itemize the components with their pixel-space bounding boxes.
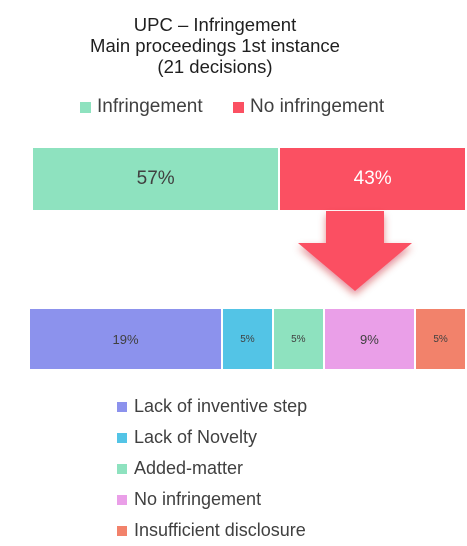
legend-label-lack-of-inventive-step: Lack of inventive step bbox=[134, 396, 308, 416]
legend-item-lack-of-novelty: Lack of Novelty bbox=[117, 422, 307, 453]
legend-label-added-matter: Added-matter bbox=[134, 458, 244, 478]
legend-label-infringement: Infringement bbox=[97, 96, 203, 117]
bottom-legend: Lack of inventive step Lack of Novelty Add… bbox=[117, 391, 307, 546]
legend-label-no-infringement: No infringement bbox=[250, 96, 385, 117]
breakdown-segment-added-matter: 5% bbox=[273, 309, 325, 369]
legend-swatch-added-matter bbox=[117, 463, 127, 474]
bar-segment-infringement: 57% bbox=[33, 148, 281, 210]
breakdown-label-no-infringement: 9% bbox=[360, 331, 379, 347]
breakdown-label-lack-of-novelty: 5% bbox=[240, 333, 255, 345]
data-label-infringement: 57% bbox=[136, 168, 175, 189]
legend-swatch-infringement bbox=[80, 101, 91, 113]
legend-item-infringement: Infringement bbox=[80, 96, 203, 118]
main-stacked-bar: 57% 43% bbox=[33, 148, 467, 210]
legend-label-insufficient-disclosure: Insufficient disclosure bbox=[134, 520, 306, 540]
breakdown-label-insufficient-disclosure: 5% bbox=[433, 333, 448, 345]
chart-title-line-1: UPC – Infringement bbox=[133, 14, 297, 35]
legend-item-no-infringement: No infringement bbox=[233, 96, 384, 118]
top-legend: Infringement No infringement bbox=[0, 96, 467, 120]
legend-swatch-no-infringement bbox=[117, 494, 127, 505]
breakdown-label-lack-of-inventive-step: 19% bbox=[112, 331, 139, 347]
breakdown-segment-insufficient-disclosure: 5% bbox=[416, 309, 467, 369]
legend-item-lack-of-inventive-step: Lack of inventive step bbox=[117, 391, 307, 422]
chart-title: UPC – Infringement Main proceedings 1st … bbox=[0, 14, 430, 77]
down-arrow-icon bbox=[298, 211, 412, 291]
legend-swatch-insufficient-disclosure bbox=[117, 525, 127, 536]
legend-swatch-lack-of-novelty bbox=[117, 432, 127, 443]
legend-label-no-infringement: No infringement bbox=[134, 489, 262, 509]
legend-item-no-infringement: No infringement bbox=[117, 484, 307, 515]
breakdown-stacked-bar: 19% 5% 5% 9% 5% bbox=[30, 309, 467, 369]
chart-title-line-3: (21 decisions) bbox=[157, 56, 273, 77]
chart-title-line-2: Main proceedings 1st instance bbox=[90, 35, 340, 56]
breakdown-segment-no-infringement: 9% bbox=[324, 309, 417, 369]
legend-item-added-matter: Added-matter bbox=[117, 453, 307, 484]
bar-segment-no-infringement: 43% bbox=[280, 148, 467, 210]
legend-item-insufficient-disclosure: Insufficient disclosure bbox=[117, 515, 307, 546]
breakdown-segment-lack-of-inventive-step: 19% bbox=[30, 309, 224, 369]
data-label-no-infringement: 43% bbox=[353, 168, 392, 189]
legend-swatch-lack-of-inventive-step bbox=[117, 401, 127, 412]
legend-label-lack-of-novelty: Lack of Novelty bbox=[134, 427, 258, 447]
legend-swatch-no-infringement bbox=[233, 101, 244, 113]
breakdown-segment-lack-of-novelty: 5% bbox=[223, 309, 274, 369]
breakdown-label-added-matter: 5% bbox=[291, 333, 306, 345]
